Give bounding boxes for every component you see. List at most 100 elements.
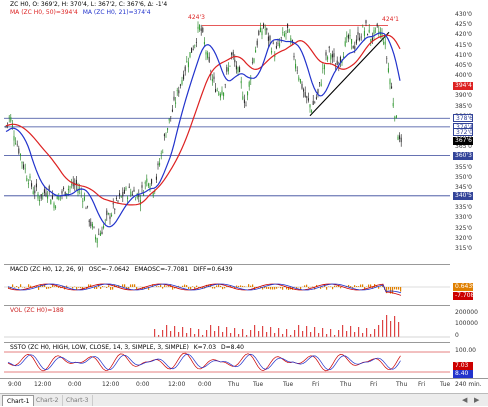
ssto-d: D=8.40	[221, 344, 244, 351]
candle-body	[202, 28, 203, 32]
time-tick: 0:00	[198, 381, 211, 388]
candle-body	[249, 82, 250, 87]
price-tick: 415'0	[455, 42, 472, 49]
time-tick: Fri	[312, 381, 319, 388]
candle-body	[295, 64, 296, 69]
price-tick: 420'0	[455, 31, 472, 38]
candle-body	[158, 163, 159, 165]
macd-histogram-bar	[168, 286, 169, 287]
candle-body	[89, 220, 90, 222]
macd-histogram-bar	[124, 284, 125, 287]
ssto-tag-d: 8.40	[453, 370, 473, 378]
candle-body	[164, 134, 165, 136]
macd-histogram-bar	[270, 287, 271, 289]
macd-histogram-bar	[326, 287, 327, 290]
time-tick: 12:00	[168, 381, 185, 388]
candle-body	[393, 103, 394, 106]
macd-histogram-bar	[240, 285, 241, 287]
candle-body	[46, 193, 47, 196]
candle-body	[55, 206, 56, 207]
ssto-pane[interactable]: SSTO (ZC H0, HIGH, LOW, CLOSE, 14, 3, SI…	[4, 342, 450, 378]
price-axis[interactable]: 430'0425'0420'0415'0410'0405'0400'0395'0…	[452, 0, 488, 262]
volume-bar	[198, 329, 199, 337]
macd-histogram-bar	[266, 287, 267, 289]
candle-body	[142, 185, 143, 188]
volume-bar	[210, 325, 211, 337]
macd-histogram-bar	[322, 287, 323, 288]
macd-histogram-bar	[276, 287, 277, 289]
vol-tick: 200000	[455, 309, 478, 316]
candle-body	[86, 209, 87, 210]
scroll-right-icon[interactable]: ▶	[474, 396, 479, 405]
macd-axis[interactable]: 0.6439 -7.7081	[452, 264, 488, 304]
candle-body	[286, 33, 287, 34]
volume-bar	[274, 333, 275, 337]
candle-body	[191, 48, 192, 53]
candle-body	[353, 46, 354, 49]
candle-body	[134, 190, 135, 192]
volume-pane[interactable]: VOL (ZC H0)=188	[4, 305, 450, 341]
volume-bar	[214, 331, 215, 337]
volume-bar	[242, 329, 243, 337]
candle-body	[270, 36, 271, 40]
candle-body	[20, 154, 21, 156]
candle-body	[130, 192, 131, 195]
macd-histogram-bar	[164, 285, 165, 287]
candle-body	[25, 168, 26, 169]
macd-histogram-bar	[216, 285, 217, 287]
candle-body	[222, 91, 223, 95]
candle-body	[52, 196, 53, 199]
candle-body	[279, 43, 280, 46]
candle-body	[252, 62, 253, 63]
volume-bar	[154, 329, 155, 337]
macd-histogram-bar	[78, 287, 79, 288]
price-tick: 400'0	[455, 72, 472, 79]
volume-axis[interactable]: 200000 100000 0	[452, 305, 488, 341]
macd-histogram-bar	[388, 287, 389, 290]
price-pane[interactable]: ZC H0, O: 369'2, H: 370'4, L: 367'2, C: …	[4, 0, 450, 262]
volume-bar	[342, 325, 343, 337]
candle-body	[298, 77, 299, 80]
volume-bar	[366, 328, 367, 337]
candle-body	[204, 42, 205, 44]
candle-body	[217, 90, 218, 91]
tab-chart-3[interactable]: Chart-3	[62, 395, 93, 406]
volume-bar	[278, 328, 279, 337]
candle-body	[92, 224, 93, 227]
macd-histogram-bar	[132, 284, 133, 287]
volume-chart[interactable]	[4, 306, 450, 342]
volume-bar	[166, 325, 167, 337]
ssto-axis[interactable]: 100.00 7.03 8.40	[452, 342, 488, 378]
macd-diff: DIFF=0.6439	[193, 266, 232, 273]
time-tick: 9:00	[8, 381, 21, 388]
candle-body	[273, 43, 274, 44]
candle-body	[146, 179, 147, 183]
candle-body	[105, 220, 106, 221]
candle-body	[311, 110, 312, 112]
price-tick: 385'0	[455, 103, 472, 110]
volume-bar	[354, 332, 355, 337]
candle-body	[50, 200, 51, 205]
tab-chart-1[interactable]: Chart-1	[2, 395, 34, 406]
candle-body	[44, 189, 45, 193]
scroll-left-icon[interactable]: ◀	[462, 396, 467, 405]
price-chart[interactable]	[4, 0, 450, 262]
tab-chart-2[interactable]: Chart-2	[32, 395, 63, 406]
candle-body	[132, 194, 133, 195]
macd-histogram-bar	[48, 287, 49, 289]
macd-pane[interactable]: MACD (ZC H0, 12, 26, 9) OSC=-7.0642 EMAO…	[4, 264, 450, 304]
ssto-tag-k: 7.03	[453, 362, 473, 370]
ma50-label: MA (ZC H0, 50)=394'4	[10, 9, 78, 16]
candle-body	[102, 232, 103, 234]
time-tick: Thu	[228, 381, 239, 388]
candle-body	[151, 179, 152, 184]
volume-bar	[186, 333, 187, 337]
volume-bar	[370, 334, 371, 337]
macd-histogram-bar	[334, 286, 335, 287]
candle-body	[153, 192, 154, 196]
candle-body	[199, 25, 200, 30]
candle-body	[81, 193, 82, 194]
macd-histogram-bar	[368, 285, 369, 287]
